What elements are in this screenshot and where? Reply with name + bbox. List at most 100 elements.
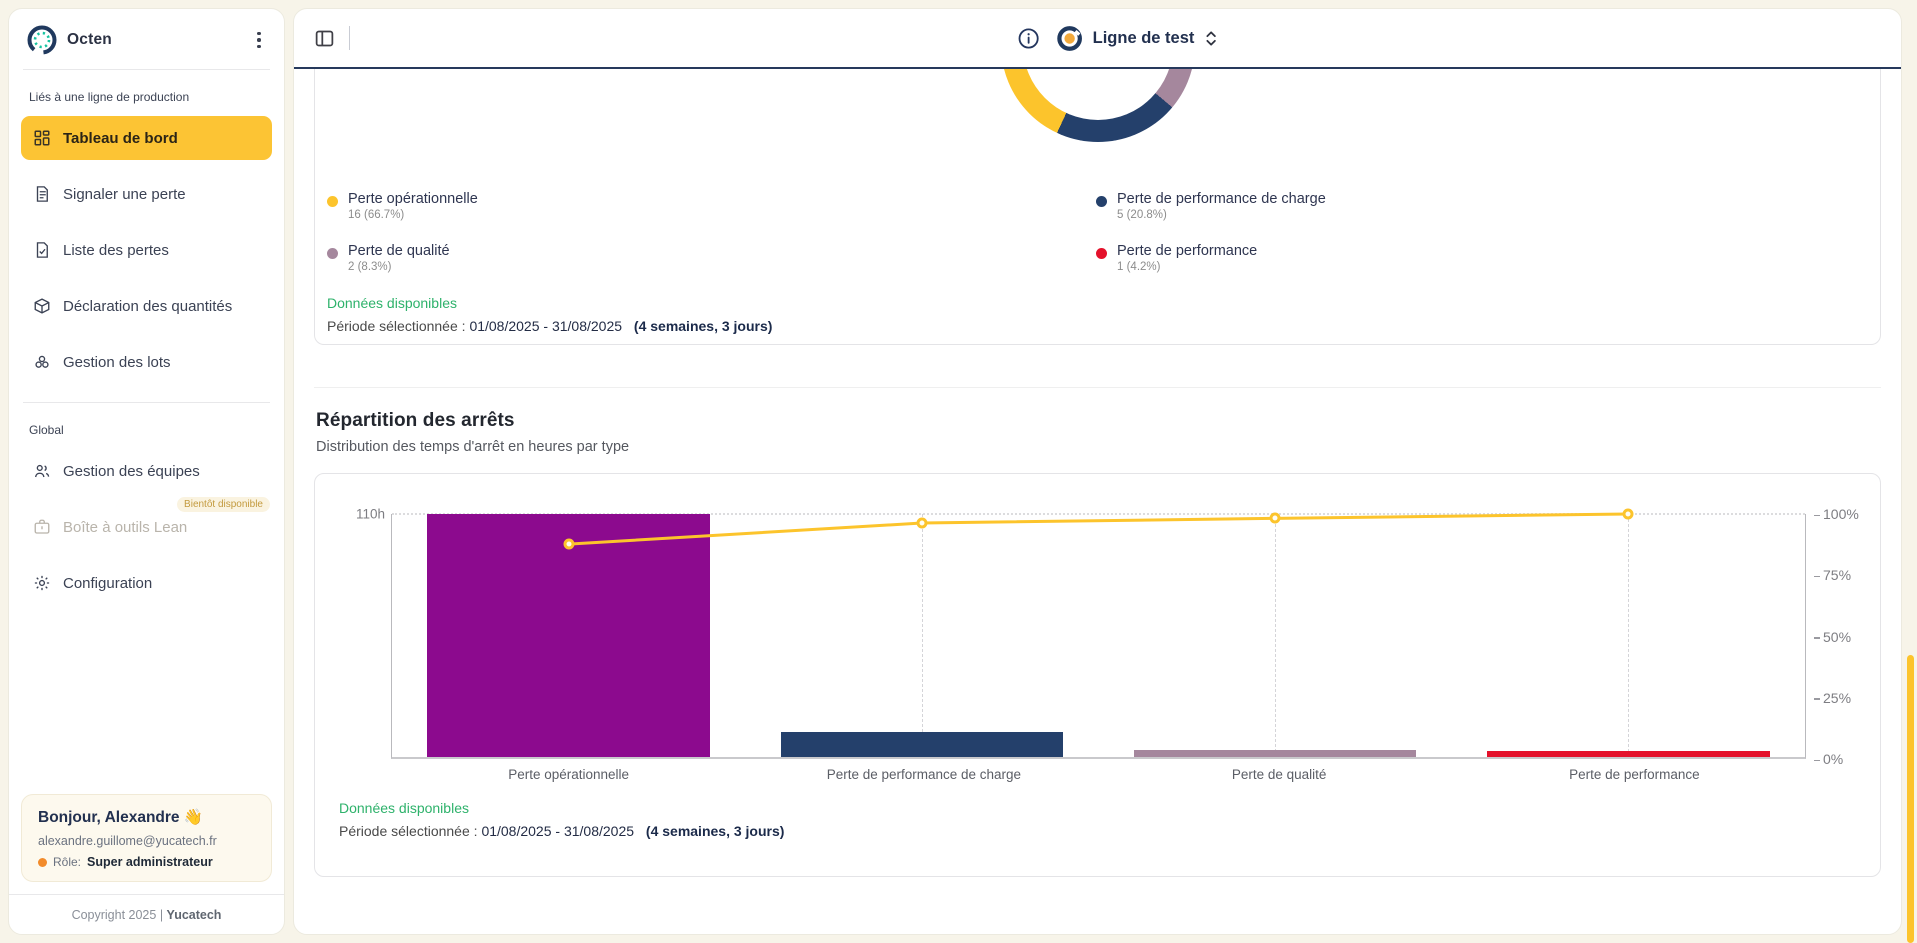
legend-item: Perte de performance de charge 5 (20.8%) xyxy=(1096,191,1880,221)
sidebar-item-label: Gestion des lots xyxy=(63,353,171,371)
gear-icon xyxy=(34,575,50,591)
data-available-status: Données disponibles xyxy=(339,800,469,816)
main-panel: Ligne de test Perte opérationnelle 16 (66… xyxy=(293,8,1902,935)
divider xyxy=(23,402,270,403)
legend-item: Perte de qualité 2 (8.3%) xyxy=(327,243,1096,273)
sidebar: Octen Liés à une ligne de production Tab… xyxy=(8,8,285,935)
bar xyxy=(780,731,1064,757)
selected-period: Période sélectionnée : 01/08/2025 - 31/0… xyxy=(327,318,773,334)
chevron-up-down-icon xyxy=(1206,30,1217,46)
section-subtitle: Distribution des temps d'arrêt en heures… xyxy=(316,439,630,455)
sidebar-item-label: Boîte à outils Lean xyxy=(63,518,188,536)
category-label: Perte de performance de charge xyxy=(826,767,1022,782)
dashboard-grid-icon xyxy=(34,130,50,146)
sidebar-section-production: Liés à une ligne de production xyxy=(29,90,190,104)
sidebar-item-label: Signaler une perte xyxy=(63,185,186,203)
info-icon[interactable] xyxy=(1017,27,1040,50)
y-axis-left: 110h xyxy=(339,507,391,759)
sidebar-item-teams[interactable]: Gestion des équipes xyxy=(21,449,272,493)
sidebar-item-label: Gestion des équipes xyxy=(63,462,200,480)
role-status-dot xyxy=(38,857,47,867)
app-title: Octen xyxy=(67,31,112,48)
line-marker xyxy=(1622,508,1634,520)
y-axis-right-tick: 100% xyxy=(1814,506,1859,522)
pareto-chart: 110h 100% 75% 50% 25% 0% xyxy=(339,506,1864,767)
bar xyxy=(1133,749,1417,757)
gridline xyxy=(921,514,923,757)
users-icon xyxy=(34,464,50,478)
user-greeting: Bonjour, Alexandre 👋 xyxy=(38,809,204,826)
legend-dot xyxy=(327,196,338,207)
selected-period: Période sélectionnée : 01/08/2025 - 31/0… xyxy=(339,823,785,839)
pareto-column xyxy=(1452,514,1805,757)
data-available-status: Données disponibles xyxy=(327,295,457,311)
category-label: Perte opérationnelle xyxy=(508,767,630,782)
sidebar-item-lots[interactable]: Gestion des lots xyxy=(21,340,272,384)
page-scrollbar-thumb[interactable] xyxy=(1907,655,1914,943)
divider xyxy=(349,26,350,50)
legend-item: Perte de performance 1 (4.2%) xyxy=(1096,243,1880,273)
line-selector[interactable]: Ligne de test xyxy=(1056,25,1219,52)
user-email: alexandre.guillome@yucatech.fr xyxy=(38,834,217,848)
donut-legend: Perte opérationnelle 16 (66.7%) Perte de … xyxy=(327,191,1880,273)
pareto-column xyxy=(745,514,1098,757)
sidebar-item-report-loss[interactable]: Signaler une perte xyxy=(21,172,272,216)
sidebar-item-label: Déclaration des quantités xyxy=(63,297,233,315)
bar xyxy=(427,514,710,757)
legend-item: Perte opérationnelle 16 (66.7%) xyxy=(327,191,1096,221)
copyright: Copyright 2025 | Yucatech xyxy=(9,894,284,924)
file-text-icon xyxy=(36,186,48,202)
wave-emoji: 👋 xyxy=(183,809,204,826)
sidebar-item-configuration[interactable]: Configuration xyxy=(21,561,272,605)
gridline xyxy=(1628,514,1630,757)
role-value: Super administrateur xyxy=(87,855,213,869)
pareto-column xyxy=(392,514,745,757)
y-axis-right-tick: 75% xyxy=(1814,567,1851,583)
category-label: Perte de performance xyxy=(1569,767,1700,782)
sidebar-item-loss-list[interactable]: Liste des pertes xyxy=(21,228,272,272)
y-axis-right-tick: 25% xyxy=(1814,690,1851,706)
user-role: Rôle: Super administrateur xyxy=(38,855,255,869)
section-title: Répartition des arrêts xyxy=(316,410,515,431)
sidebar-item-dashboard[interactable]: Tableau de bord xyxy=(21,116,272,160)
coming-soon-badge: Bientôt disponible xyxy=(177,497,270,512)
dashboard-content: Perte opérationnelle 16 (66.7%) Perte de … xyxy=(294,69,1901,934)
legend-dot xyxy=(1096,248,1107,259)
bar xyxy=(1487,750,1770,757)
y-axis-left-max-label: 110h xyxy=(355,506,385,522)
user-card[interactable]: Bonjour, Alexandre 👋 alexandre.guillome@… xyxy=(21,794,272,882)
legend-dot xyxy=(1096,196,1107,207)
sidebar-item-quantities[interactable]: Déclaration des quantités xyxy=(21,284,272,328)
loss-overview-card: Perte opérationnelle 16 (66.7%) Perte de … xyxy=(314,69,1881,345)
sidebar-section-global: Global xyxy=(29,423,64,437)
production-line-icon xyxy=(1056,25,1082,51)
sidebar-toggle-icon[interactable] xyxy=(314,28,335,49)
x-axis-labels: Perte opérationnelle Perte de performance… xyxy=(391,767,1812,782)
octen-logo-icon xyxy=(27,25,57,55)
y-axis-right: 100% 75% 50% 25% 0% xyxy=(1806,506,1864,767)
file-check-icon xyxy=(36,242,48,258)
divider xyxy=(23,69,270,70)
briefcase-icon xyxy=(34,519,50,534)
y-axis-right-tick: 50% xyxy=(1814,629,1851,645)
package-icon xyxy=(34,298,50,314)
gridline xyxy=(1275,514,1277,757)
sidebar-item-label: Liste des pertes xyxy=(63,241,169,259)
category-label: Perte de qualité xyxy=(1231,767,1327,782)
plot-area xyxy=(391,508,1806,759)
y-axis-right-tick: 0% xyxy=(1814,751,1843,767)
divider xyxy=(314,387,1881,388)
legend-dot xyxy=(327,248,338,259)
sidebar-item-label: Tableau de bord xyxy=(63,129,178,147)
downtime-distribution-card: 110h 100% 75% 50% 25% 0% Perte opérationnell… xyxy=(314,473,1881,877)
line-selector-label: Ligne de test xyxy=(1092,28,1195,47)
line-marker xyxy=(1269,512,1281,524)
role-label: Rôle: xyxy=(53,855,82,869)
sidebar-item-lean-toolbox: Bientôt disponible Boîte à outils Lean xyxy=(21,497,272,549)
kebab-menu-icon[interactable] xyxy=(250,31,268,49)
topbar: Ligne de test xyxy=(294,9,1901,69)
sidebar-item-label: Configuration xyxy=(63,574,153,592)
lots-group-icon xyxy=(35,355,49,368)
cumulative-line xyxy=(392,514,1805,757)
pareto-column xyxy=(1099,514,1452,757)
